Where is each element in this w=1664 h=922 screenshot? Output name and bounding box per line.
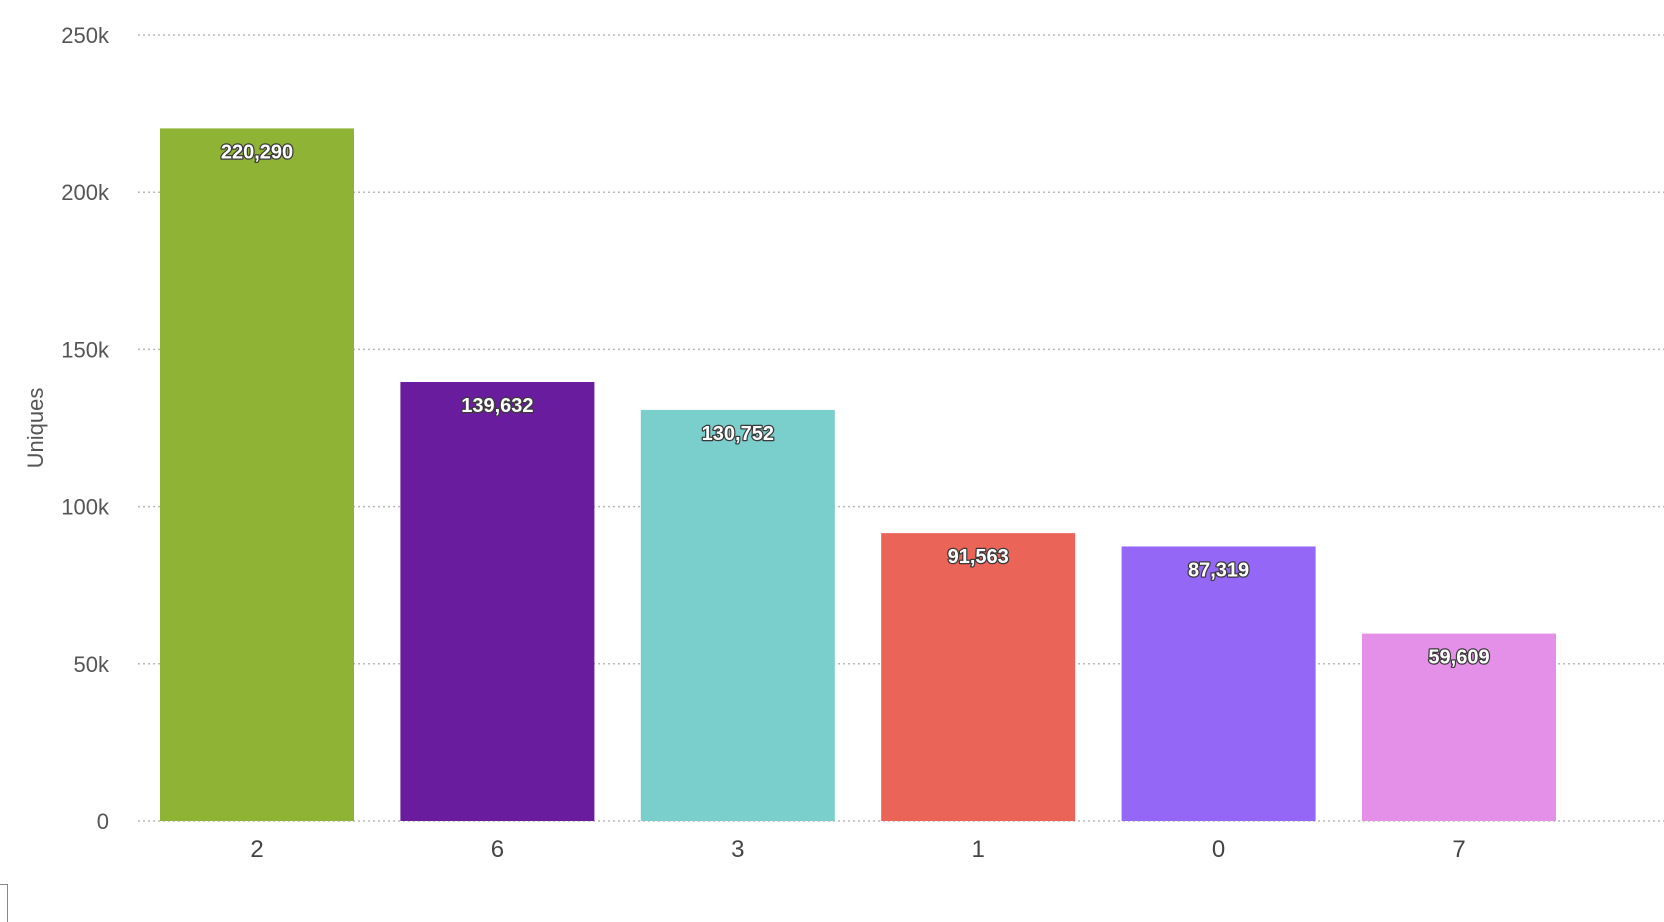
bar-value-label: 130,752 [702, 423, 774, 445]
bar-value-label: 220,290 [221, 141, 293, 163]
y-axis-ticks: 0 50k 100k 150k 200k 250k [61, 23, 110, 834]
bar-value-label: 139,632 [461, 395, 533, 417]
bar-value-label: 59,609 [1428, 647, 1489, 669]
bar[interactable] [1121, 546, 1316, 821]
y-tick-label: 250k [61, 23, 110, 48]
x-axis-ticks: 2 6 3 1 0 7 [250, 836, 1465, 863]
y-tick-label: 100k [61, 495, 110, 520]
bar-value-labels: 220,290 139,632 130,752 91,563 87,319 59,609 [220, 140, 1491, 670]
bar-value-label: 91,563 [948, 546, 1009, 568]
y-tick-label: 50k [74, 652, 110, 677]
x-tick-label: 3 [731, 836, 744, 863]
x-tick-label: 1 [972, 836, 985, 863]
panel-border-fragment [0, 884, 8, 922]
y-axis-title: Uniques [23, 388, 48, 469]
bar[interactable] [640, 409, 835, 821]
bar[interactable] [1362, 633, 1556, 821]
y-tick-label: 0 [97, 809, 109, 834]
y-tick-label: 200k [61, 180, 110, 205]
bar[interactable] [400, 381, 595, 821]
x-tick-label: 7 [1452, 836, 1465, 863]
bar-value-label: 87,319 [1188, 559, 1249, 581]
x-tick-label: 0 [1212, 836, 1225, 863]
x-tick-label: 2 [250, 836, 263, 863]
bars [160, 128, 1556, 822]
bar[interactable] [160, 128, 354, 822]
x-tick-label: 6 [491, 836, 504, 863]
y-tick-label: 150k [61, 337, 110, 362]
bar[interactable] [881, 533, 1076, 821]
